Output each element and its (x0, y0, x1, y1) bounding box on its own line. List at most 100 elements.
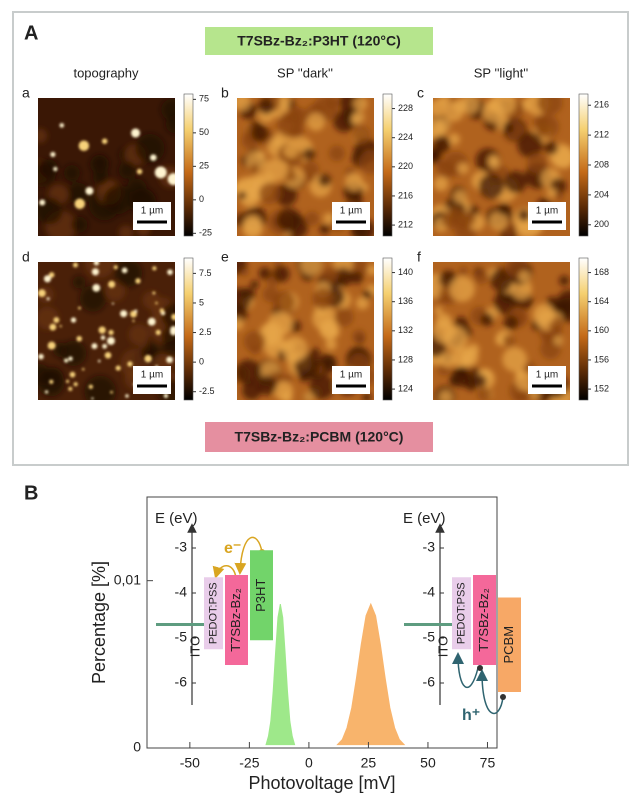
colorbar (578, 93, 589, 237)
afm-spot (92, 283, 101, 292)
afm-blob (558, 275, 570, 286)
afm-spot (76, 335, 83, 342)
afm-blob (502, 334, 516, 347)
afm-blob (362, 392, 372, 400)
afm-blob (502, 347, 528, 372)
afm-blob (256, 150, 266, 160)
afm-spot (167, 173, 175, 186)
afm-blob (460, 98, 480, 115)
afm-spot (101, 138, 108, 144)
distribution (265, 604, 296, 746)
afm-blob (473, 269, 489, 285)
afm-blob (237, 181, 246, 193)
colorbar (382, 93, 393, 237)
afm-spots (38, 262, 175, 400)
afm-blob (323, 212, 335, 225)
afm-blob (72, 275, 86, 289)
afm-texture (433, 98, 570, 236)
afm-spot (171, 313, 175, 321)
afm-blob (350, 271, 364, 284)
afm-spot (64, 358, 69, 363)
transfer-arrow (234, 536, 263, 575)
afm-blob (553, 335, 564, 346)
colorbar (183, 257, 194, 401)
afm-blob (532, 303, 555, 326)
scale-bar-label: 1 µm (340, 370, 362, 381)
energy-tick-label: -6 (423, 674, 436, 690)
colorbar (183, 93, 194, 237)
energy-tick-label: -5 (423, 629, 436, 645)
afm-blob (128, 324, 150, 345)
y-tick-label: 0,01 (114, 571, 141, 587)
afm-blob (302, 148, 316, 161)
afm-blob (433, 124, 443, 136)
image-letter: f (417, 249, 421, 265)
afm-blob (273, 381, 294, 400)
afm-spot (131, 128, 141, 138)
afm-blob (557, 289, 570, 314)
afm-blob (490, 98, 516, 117)
colorbar (578, 257, 589, 401)
colorbar-tick-label: 152 (594, 383, 609, 393)
distribution (336, 602, 406, 746)
afm-spot (136, 168, 143, 175)
afm-image (38, 98, 175, 236)
layer-label: T7SBz-Bz₂ (228, 588, 243, 652)
afm-blob (442, 210, 461, 230)
afm-blob (240, 268, 249, 277)
afm-blob (325, 338, 337, 351)
afm-blob (251, 124, 269, 143)
afm-spot (115, 365, 121, 371)
afm-blob (453, 189, 467, 204)
afm-blob (490, 268, 514, 292)
column-header: topography (73, 65, 139, 80)
afm-spot (91, 397, 94, 400)
afm-blob (503, 315, 519, 330)
afm-spot (78, 140, 90, 152)
afm-spot (144, 354, 152, 363)
afm-blob (353, 98, 368, 111)
afm-blob (258, 267, 271, 280)
afm-blob (488, 157, 500, 169)
afm-blob (304, 211, 320, 226)
afm-blob (141, 345, 156, 361)
afm-blob (312, 287, 334, 310)
afm-blob (517, 132, 543, 158)
energy-tick-label: -4 (175, 584, 188, 600)
scale-bar-box (133, 202, 171, 230)
layer-label: T7SBz-Bz₂ (476, 588, 491, 652)
y-tick-label: 0 (133, 739, 141, 755)
afm-blob (71, 216, 88, 233)
scale-bar-box (332, 366, 370, 394)
afm-blob (318, 173, 332, 187)
afm-spot (150, 154, 157, 161)
colorbar-tick-label: 132 (398, 325, 413, 335)
afm-blob (264, 157, 288, 182)
afm-blob (257, 98, 275, 115)
afm-blob (237, 287, 252, 312)
afm-blob (118, 161, 137, 180)
afm-blob (135, 133, 165, 164)
afm-blob (118, 225, 134, 236)
colorbar-tick-label: 7.5 (199, 268, 212, 278)
afm-spot (147, 317, 156, 326)
afm-spot (125, 394, 129, 398)
energy-tick-label: -5 (175, 629, 188, 645)
afm-blob (161, 302, 175, 329)
afm-spot (43, 275, 52, 283)
afm-spot (70, 317, 77, 323)
colorbar-tick-label: 25 (199, 161, 209, 171)
colorbar-tick-label: 0 (199, 357, 204, 367)
afm-blob (460, 211, 476, 227)
afm-spot (85, 186, 94, 195)
afm-blob (319, 223, 330, 235)
afm-blob (544, 141, 558, 155)
transfer-arrow (212, 565, 237, 579)
afm-blob (67, 182, 90, 205)
afm-spot (88, 384, 93, 389)
energy-level (498, 597, 521, 692)
afm-blob (554, 191, 564, 201)
afm-spot (93, 262, 100, 266)
energy-tick-label: -3 (175, 539, 188, 555)
